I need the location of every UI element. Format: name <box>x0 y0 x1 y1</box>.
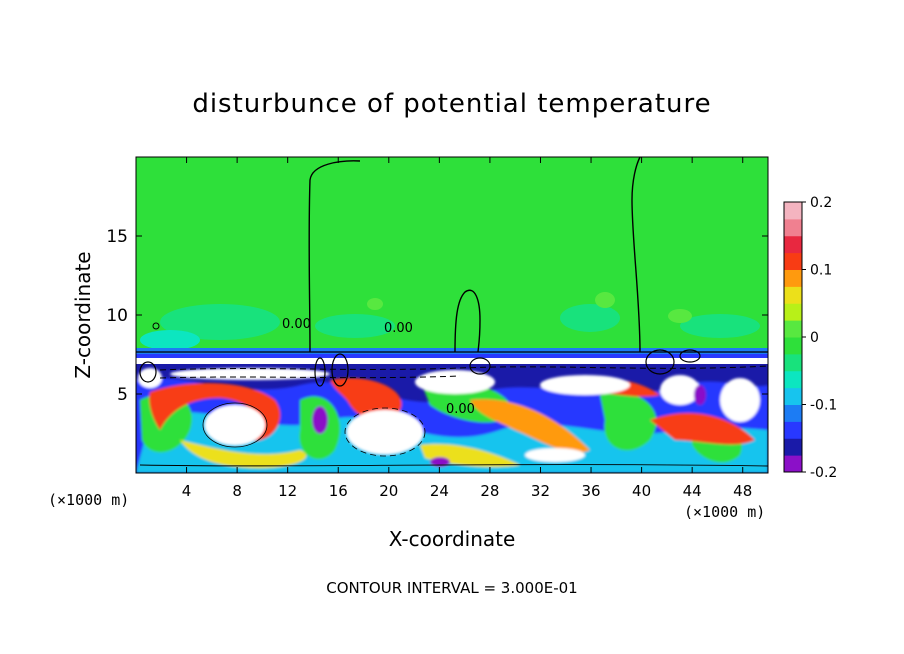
turbulent-eddies <box>136 368 768 473</box>
contour-label: 0.00 <box>384 321 413 336</box>
x-tick-label: 16 <box>329 482 348 500</box>
contour-label: 0.00 <box>446 402 475 417</box>
upper-cyan-patches <box>140 292 760 350</box>
colorbar-segment <box>784 202 802 220</box>
x-tick-label: 8 <box>232 482 242 500</box>
colorbar-segment <box>784 235 802 254</box>
x-tick-label: 32 <box>531 482 550 500</box>
colorbar-segment <box>784 404 802 422</box>
x-axis-label: X-coordinate <box>389 527 516 551</box>
colorbar-tick-label: -0.1 <box>810 398 837 414</box>
colorbar-segment <box>784 353 802 372</box>
x-axis: 4 8 12 16 20 24 28 32 36 40 44 48 <box>182 157 752 500</box>
colorbar-segment <box>784 455 802 473</box>
inversion-band <box>136 348 768 354</box>
contour-label: 0.00 <box>282 317 311 332</box>
x-tick-label: 4 <box>182 482 192 500</box>
x-unit-label: (×1000 m) <box>684 503 765 521</box>
y-tick-label: 5 <box>117 385 128 405</box>
contour-interval: CONTOUR INTERVAL = 3.000E-01 <box>326 579 577 597</box>
y-axis-label: Z-coordinate <box>71 251 95 378</box>
y-tick-label: 15 <box>106 227 128 247</box>
y-tick-label: 10 <box>106 306 128 326</box>
colorbar-segment <box>784 218 802 237</box>
y-axis: 5 10 15 <box>106 227 768 405</box>
colorbar: 0.2 0.1 0 -0.1 -0.2 <box>783 195 837 481</box>
x-tick-label: 12 <box>278 482 297 500</box>
x-tick-label: 24 <box>430 482 449 500</box>
x-tick-label: 28 <box>480 482 499 500</box>
colorbar-segment <box>784 421 802 439</box>
colorbar-segment <box>784 320 802 338</box>
colorbar-segment <box>784 303 802 321</box>
colorbar-segment <box>784 252 802 270</box>
colorbar-segment <box>784 370 802 389</box>
z-unit-label: (×1000 m) <box>48 491 129 509</box>
colorbar-segment <box>784 337 802 355</box>
x-tick-label: 40 <box>632 482 651 500</box>
colorbar-tick-label: -0.2 <box>810 465 837 481</box>
x-tick-label: 36 <box>581 482 600 500</box>
x-tick-label: 44 <box>683 482 702 500</box>
contour-lines <box>136 157 768 467</box>
colorbar-tick-label: 0 <box>810 330 819 346</box>
colorbar-segment <box>784 438 802 456</box>
chart-title: disturbunce of potential temperature <box>192 89 711 119</box>
plot-area: 0.00 0.00 0.00 <box>136 157 768 473</box>
colorbar-segment <box>784 286 802 304</box>
colorbar-segment <box>784 269 802 287</box>
colorbar-tick-label: 0.1 <box>810 263 832 279</box>
x-tick-label: 20 <box>379 482 398 500</box>
x-tick-label: 48 <box>733 482 752 500</box>
colorbar-tick-label: 0.2 <box>810 195 832 211</box>
colorbar-segment <box>784 387 802 405</box>
